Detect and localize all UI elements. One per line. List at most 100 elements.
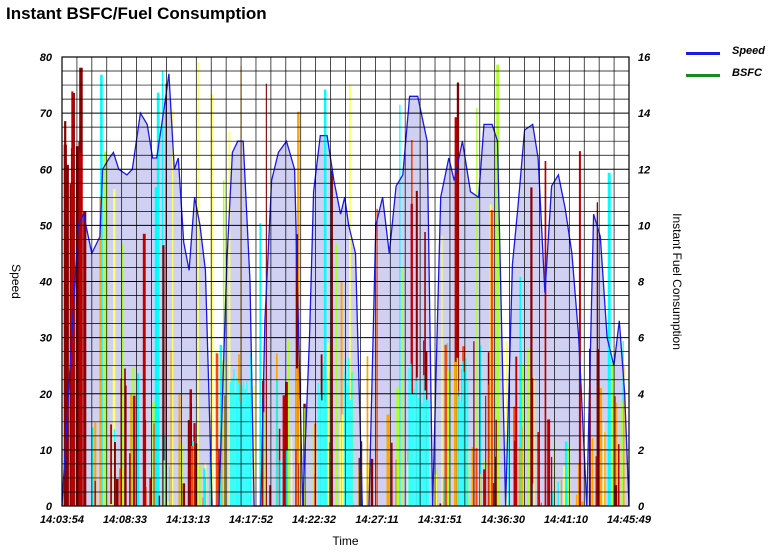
fuel-bar (390, 442, 393, 506)
fuel-bar (465, 358, 467, 506)
fuel-bar (409, 363, 412, 506)
fuel-bar (231, 378, 233, 506)
fuel-bar (322, 363, 325, 506)
fuel-bar (446, 370, 449, 506)
fuel-bar (125, 385, 127, 506)
fuel-bar (530, 187, 533, 506)
fuel-bar (473, 341, 475, 506)
fuel-bar (563, 466, 566, 506)
fuel-bar (236, 377, 238, 506)
y-tick-label: 70 (40, 108, 53, 120)
fuel-bar (330, 170, 333, 506)
fuel-bar (285, 381, 288, 506)
fuel-bar (156, 92, 160, 506)
fuel-bar (613, 396, 616, 506)
fuel-bar (591, 438, 594, 506)
fuel-bar (436, 467, 438, 506)
fuel-bar (537, 432, 539, 506)
fuel-bar (320, 400, 323, 506)
y-tick-label: 30 (40, 333, 53, 345)
fuel-bar (603, 432, 606, 506)
fuel-bar (622, 341, 624, 506)
fuel-bar (168, 466, 170, 506)
fuel-bar (262, 380, 265, 506)
fuel-bar (520, 351, 522, 506)
fuel-bar (142, 233, 146, 507)
fuel-bar (153, 423, 155, 506)
legend-swatch-bsfc (686, 74, 720, 77)
fuel-bar (540, 502, 542, 506)
fuel-bar (358, 457, 360, 506)
fuel-bar (75, 146, 80, 506)
fuel-bar (618, 444, 620, 506)
fuel-bar (253, 385, 255, 506)
fuel-bar (263, 412, 265, 506)
fuel-bar (533, 376, 535, 506)
fuel-bar (456, 82, 460, 506)
fuel-bar (589, 348, 591, 506)
fuel-bar (187, 420, 190, 506)
fuel-bar (113, 442, 116, 506)
fuel-bar (100, 74, 103, 506)
fuel-bar (210, 94, 213, 506)
fuel-bar (466, 380, 469, 506)
fuel-bar (476, 107, 478, 507)
fuel-bar (457, 391, 459, 506)
y2-tick-label: 10 (638, 220, 651, 232)
fuel-bar (426, 399, 428, 506)
fuel-bar (347, 357, 350, 506)
fuel-bar (519, 276, 522, 506)
fuel-bar (475, 448, 478, 506)
fuel-bar (63, 144, 67, 506)
fuel-bar (599, 388, 603, 506)
fuel-bar (471, 447, 473, 506)
fuel-bar (620, 402, 623, 506)
x-tick-label: 14:03:54 (40, 514, 84, 526)
fuel-bar (312, 425, 315, 506)
fuel-bar (454, 361, 457, 506)
x-tick-label: 14:13:13 (166, 514, 210, 526)
fuel-bar (418, 398, 420, 506)
fuel-bar (247, 492, 251, 506)
fuel-bar (366, 356, 369, 506)
fuel-bar (287, 339, 290, 506)
fuel-bar (170, 350, 172, 506)
y2-tick-label: 2 (637, 445, 644, 457)
fuel-bar (531, 378, 534, 506)
y-tick-label: 20 (39, 389, 53, 401)
fuel-bar (172, 108, 174, 507)
fuel-bar (496, 64, 500, 506)
y2-tick-label: 8 (638, 277, 645, 289)
fuel-bar (190, 446, 194, 506)
y2-tick-label: 6 (638, 333, 645, 345)
x-tick-label: 14:22:32 (292, 514, 336, 526)
fuel-bar (335, 243, 338, 506)
y2-tick-label: 16 (638, 52, 651, 64)
fuel-bar (461, 361, 464, 506)
fuel-bar (488, 384, 491, 506)
fuel-bar (234, 392, 237, 506)
fuel-bar (323, 89, 327, 506)
fuel-bar (424, 390, 427, 506)
fuel-bar (407, 462, 409, 506)
fuel-bar (119, 468, 121, 506)
fuel-bar (580, 501, 584, 506)
fuel-bar (489, 204, 492, 507)
fuel-bar (327, 343, 329, 506)
fuel-bar (416, 377, 418, 506)
fuel-bar (158, 495, 161, 506)
fuel-bar (163, 460, 165, 506)
y-axis-title: Speed (9, 264, 23, 299)
x-tick-label: 14:08:33 (103, 514, 147, 526)
fuel-bar (415, 190, 418, 506)
fuel-bar (351, 372, 353, 506)
fuel-bar (460, 401, 462, 506)
fuel-bar (198, 465, 201, 506)
fuel-bar (203, 468, 206, 506)
fuel-bar (454, 117, 458, 506)
x-tick-label: 14:31:51 (418, 514, 462, 526)
fuel-bar (577, 464, 579, 506)
y-tick-label: 50 (40, 220, 53, 232)
fuel-bar (228, 131, 231, 506)
fuel-bar (483, 469, 486, 506)
